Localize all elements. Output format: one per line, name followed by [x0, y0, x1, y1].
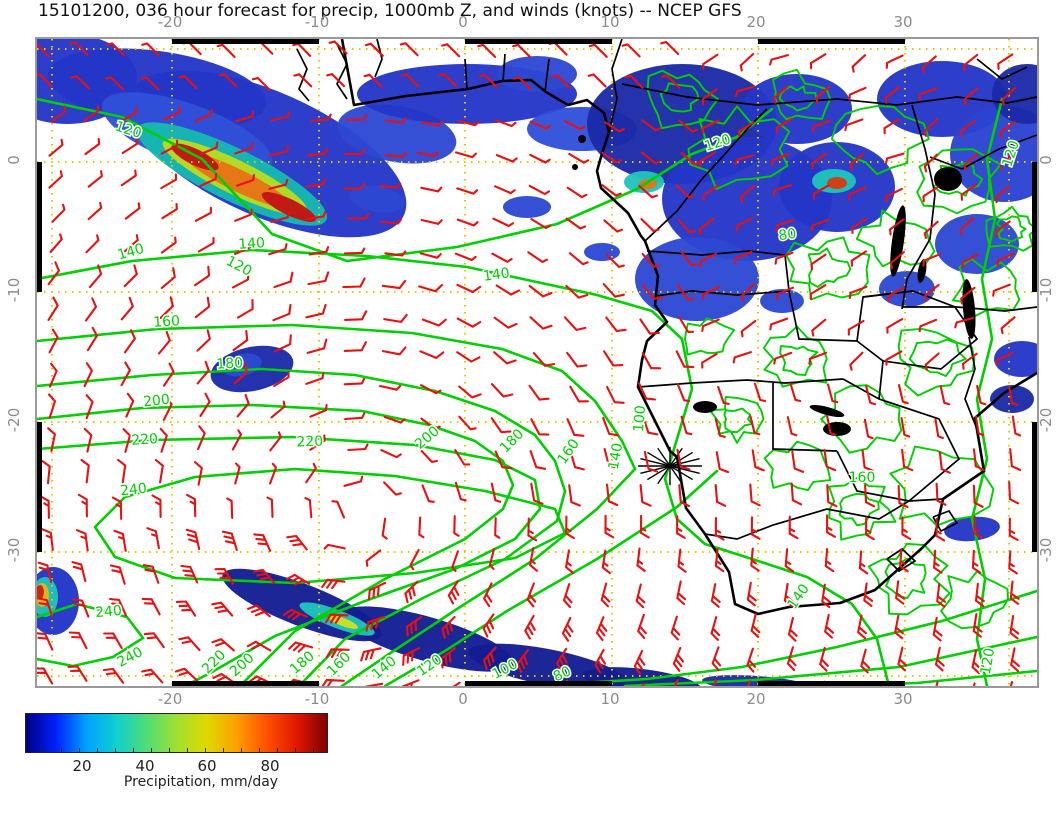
axis-tick-label: 0 — [1037, 155, 1055, 165]
colorbar-caption: Precipitation, mm/day — [123, 774, 279, 790]
axis-tick-label: 20 — [746, 690, 766, 708]
svg-text:220: 220 — [296, 434, 323, 451]
axis-tick-label: -30 — [1037, 537, 1055, 563]
colorbar-tick-label: 20 — [72, 757, 92, 775]
map-title: 15101200, 036 hour forecast for precip, … — [38, 1, 742, 21]
svg-text:100: 100 — [631, 405, 649, 433]
wind-barbs — [37, 40, 1022, 686]
colorbar — [25, 713, 328, 753]
svg-text:160: 160 — [555, 436, 583, 467]
svg-text:160: 160 — [153, 313, 181, 331]
frame-tick-bands — [37, 39, 1037, 686]
axis-tick-label: 0 — [458, 690, 468, 708]
colorbar-tick-label: 80 — [260, 757, 280, 775]
svg-text:220: 220 — [199, 647, 229, 677]
svg-text:140: 140 — [482, 265, 511, 285]
svg-text:120: 120 — [223, 253, 254, 280]
axis-tick-label: -10 — [304, 13, 330, 31]
axis-tick-label: -20 — [157, 690, 183, 708]
axis-tick-label: -20 — [1037, 407, 1055, 433]
axis-tick-label: 30 — [893, 13, 913, 31]
country-borders — [296, 39, 1037, 573]
colorbar-tick-label: 60 — [197, 757, 217, 775]
svg-text:140: 140 — [238, 235, 266, 253]
svg-text:240: 240 — [95, 603, 123, 621]
axis-tick-label: 10 — [600, 13, 620, 31]
svg-text:240: 240 — [115, 644, 146, 671]
axis-tick-label: -20 — [5, 407, 23, 433]
axis-tick-label: 30 — [893, 690, 913, 708]
svg-text:200: 200 — [227, 650, 258, 680]
map-frame: 120 120 120 140 140 140 140 140 160 160 160 180 180 1… — [35, 37, 1039, 688]
svg-text:160: 160 — [849, 470, 876, 486]
axis-tick-label: 0 — [5, 155, 23, 165]
svg-text:120: 120 — [978, 647, 998, 676]
axis-tick-label: 0 — [458, 13, 468, 31]
svg-text:140: 140 — [606, 442, 626, 471]
axis-tick-label: -30 — [5, 537, 23, 563]
axis-tick-label: -10 — [304, 690, 330, 708]
axis-tick-label: -20 — [157, 13, 183, 31]
svg-text:140: 140 — [369, 653, 400, 682]
axis-tick-label: -10 — [5, 277, 23, 303]
svg-text:80: 80 — [778, 226, 798, 244]
svg-text:240: 240 — [119, 481, 147, 500]
axis-tick-label: 20 — [746, 13, 766, 31]
colorbar-tick-label: 40 — [135, 757, 155, 775]
svg-text:180: 180 — [216, 355, 244, 372]
svg-text:220: 220 — [131, 431, 159, 449]
axis-tick-label: 10 — [600, 690, 620, 708]
svg-text:180: 180 — [497, 426, 527, 456]
svg-text:200: 200 — [142, 392, 170, 411]
colorbar-minor-ticks — [26, 748, 327, 752]
axis-tick-label: -10 — [1037, 277, 1055, 303]
